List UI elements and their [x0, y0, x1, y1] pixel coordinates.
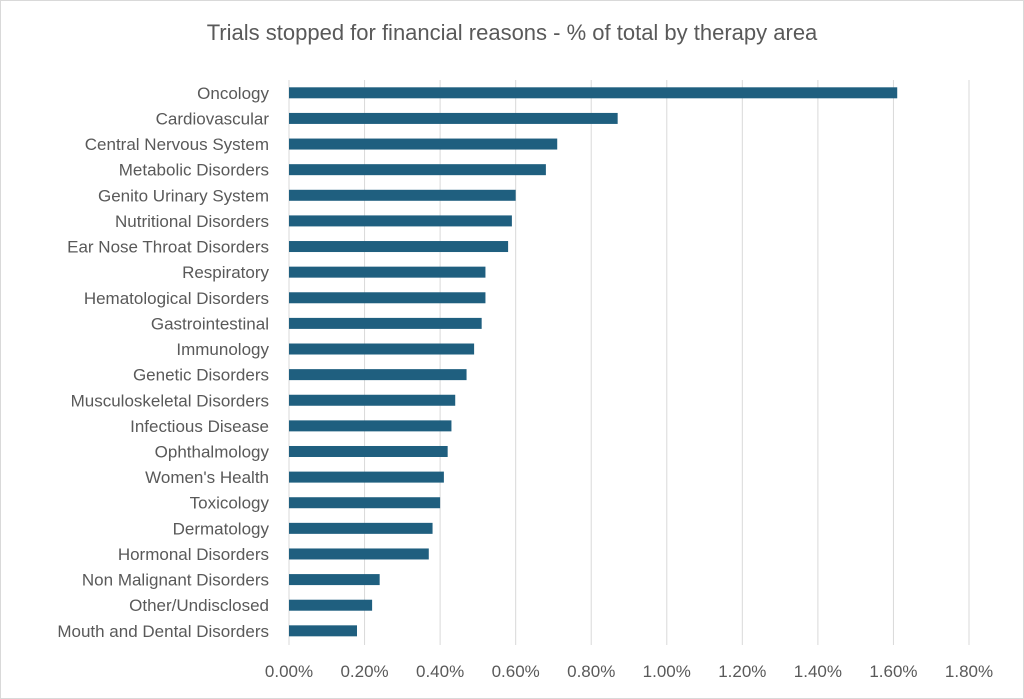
bar: [289, 138, 558, 150]
bar: [289, 266, 486, 278]
bar: [289, 420, 452, 432]
bar: [289, 189, 516, 201]
bar: [289, 522, 433, 534]
bars: [289, 87, 898, 637]
bar: [289, 625, 357, 637]
category-label: Musculoskeletal Disorders: [71, 391, 269, 410]
bar: [289, 497, 441, 509]
category-label: Immunology: [176, 340, 269, 359]
category-label: Genetic Disorders: [133, 366, 269, 385]
x-tick-label: 1.80%: [945, 662, 993, 681]
bar: [289, 317, 482, 329]
category-label: Toxicology: [190, 494, 270, 513]
category-label: Metabolic Disorders: [119, 161, 269, 180]
bar: [289, 548, 429, 560]
category-label: Women's Health: [145, 468, 269, 487]
bar: [289, 574, 380, 586]
category-label: Mouth and Dental Disorders: [57, 622, 269, 641]
x-tick-label: 0.40%: [416, 662, 464, 681]
category-label: Other/Undisclosed: [129, 596, 269, 615]
x-tick-label: 0.20%: [340, 662, 388, 681]
bar: [289, 87, 898, 99]
bar: [289, 445, 448, 457]
category-label: Hematological Disorders: [84, 289, 269, 308]
chart-title: Trials stopped for financial reasons - %…: [206, 20, 818, 45]
bar: [289, 112, 618, 124]
bar: [289, 292, 486, 304]
x-tick-label: 0.80%: [567, 662, 615, 681]
category-label: Non Malignant Disorders: [82, 571, 269, 590]
bar: [289, 394, 456, 406]
category-label: Dermatology: [173, 519, 270, 538]
category-label: Oncology: [197, 84, 269, 103]
x-tick-label: 0.00%: [265, 662, 313, 681]
x-tick-label: 0.60%: [492, 662, 540, 681]
bar: [289, 343, 475, 355]
bar: [289, 215, 512, 227]
x-tick-label: 1.20%: [718, 662, 766, 681]
category-labels: Oncology Cardiovascular Central Nervous Sy…: [57, 84, 269, 641]
bar: [289, 369, 467, 381]
x-tick-label: 1.60%: [869, 662, 917, 681]
category-label: Gastrointestinal: [151, 314, 269, 333]
category-label: Respiratory: [182, 263, 269, 282]
category-label: Ear Nose Throat Disorders: [67, 238, 269, 257]
x-tick-label: 1.00%: [643, 662, 691, 681]
category-label: Cardiovascular: [156, 109, 270, 128]
category-label: Ophthalmology: [155, 442, 270, 461]
category-label: Nutritional Disorders: [115, 212, 269, 231]
category-label: Central Nervous System: [85, 135, 269, 154]
category-label: Hormonal Disorders: [118, 545, 269, 564]
x-tick-label: 1.40%: [794, 662, 842, 681]
category-label: Infectious Disease: [130, 417, 269, 436]
bar: [289, 164, 546, 176]
bar: [289, 599, 373, 611]
bar: [289, 241, 509, 253]
bar: [289, 471, 444, 483]
gridlines: [288, 80, 970, 645]
x-tick-labels: 0.00% 0.20% 0.40% 0.60% 0.80% 1.00% 1.20% 1.40%…: [265, 662, 993, 681]
category-label: Genito Urinary System: [98, 186, 269, 205]
